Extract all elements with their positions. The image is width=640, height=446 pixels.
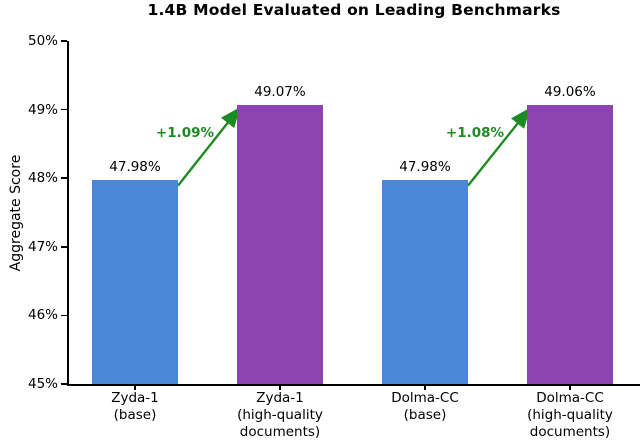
y-tick-mark: [61, 314, 67, 317]
y-tick-label: 49%: [27, 101, 58, 118]
x-tick-label-line: (high-quality: [237, 407, 323, 423]
x-tick-label-line: documents): [239, 424, 321, 440]
y-tick-mark: [61, 383, 67, 385]
y-tick-label: 50%: [27, 33, 58, 49]
improvement-label-1: +1.08%: [445, 125, 505, 142]
x-tick-label-line: documents): [529, 424, 611, 440]
y-tick-mark: [61, 108, 67, 111]
y-tick-mark: [61, 246, 67, 248]
x-tick-label-dolma-cc-base: Dolma-CC (base): [350, 390, 500, 424]
x-tick-label-line: Dolma-CC: [536, 390, 604, 406]
x-tick-label-line: Zyda-1: [256, 390, 304, 406]
x-tick-mark: [569, 385, 571, 390]
y-tick-label: 47%: [27, 238, 58, 255]
y-tick-mark: [61, 40, 67, 42]
x-tick-mark: [134, 385, 136, 390]
y-tick-label: 46%: [27, 307, 58, 324]
bar-zyda-1-high-quality: [237, 104, 323, 384]
x-tick-label-line: (high-quality: [527, 407, 613, 423]
x-tick-label-line: (base): [403, 407, 447, 423]
x-tick-label-line: Zyda-1: [111, 390, 159, 406]
x-tick-label-zyda-1-base: Zyda-1 (base): [60, 390, 210, 424]
x-tick-label-line: (base): [113, 407, 157, 423]
y-tick-label: 48%: [27, 170, 58, 187]
bar-dolma-cc-base: [382, 179, 468, 384]
x-axis-spine: [67, 384, 640, 386]
bar-dolma-cc-high-quality: [527, 105, 613, 384]
bar-value-label-dolma-cc-base: 47.98%: [399, 158, 451, 175]
bar-zyda-1-base: [92, 179, 178, 384]
chart-title: 1.4B Model Evaluated on Leading Benchmar…: [147, 1, 561, 19]
bar-value-label-zyda-1-high-quality: 49.07%: [254, 83, 306, 100]
y-tick-mark: [61, 177, 67, 179]
y-tick-label: 45%: [27, 376, 58, 392]
y-axis-spine: [67, 41, 69, 385]
x-tick-mark: [424, 385, 426, 390]
improvement-label-0: +1.09%: [155, 124, 215, 141]
bar-value-label-zyda-1-base: 47.98%: [109, 158, 161, 175]
bar-value-label-dolma-cc-high-quality: 49.06%: [544, 84, 596, 101]
x-tick-mark: [279, 385, 281, 390]
x-tick-label-line: Dolma-CC: [391, 390, 459, 406]
x-tick-label-dolma-cc-high-quality: Dolma-CC (high-quality documents): [495, 390, 640, 441]
x-tick-label-zyda-1-high-quality: Zyda-1 (high-quality documents): [205, 390, 355, 441]
